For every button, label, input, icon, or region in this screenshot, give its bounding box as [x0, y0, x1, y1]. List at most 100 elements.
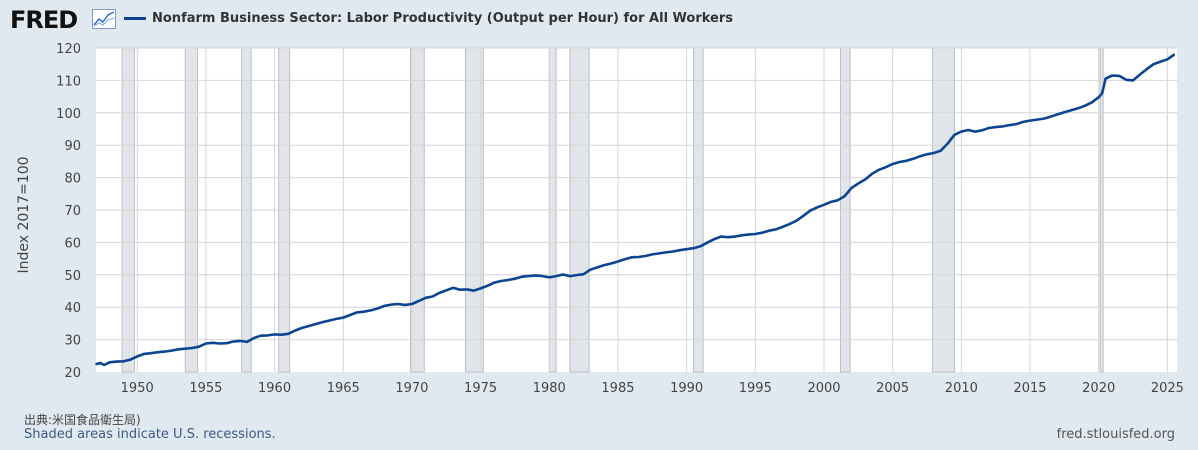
- y-tick-label: 30: [64, 334, 81, 349]
- data-point: [747, 233, 750, 236]
- data-point: [809, 209, 812, 212]
- data-point: [823, 204, 825, 206]
- data-point: [466, 288, 468, 291]
- y-tick-label: 60: [64, 236, 81, 251]
- data-point: [555, 275, 557, 277]
- data-point: [534, 274, 537, 277]
- x-tick-label: 1965: [327, 381, 360, 396]
- x-tick-label: 2010: [945, 381, 978, 396]
- data-point: [624, 258, 626, 261]
- data-point: [713, 238, 715, 240]
- data-point: [850, 187, 853, 189]
- data-point: [349, 314, 351, 316]
- data-point: [150, 352, 152, 355]
- x-tick-label: 2015: [1013, 381, 1046, 396]
- y-tick-label: 50: [64, 269, 81, 284]
- data-point: [1042, 117, 1045, 120]
- data-point: [775, 228, 777, 231]
- data-point: [253, 337, 255, 339]
- data-point: [314, 323, 317, 325]
- data-point: [946, 142, 949, 145]
- data-point: [500, 280, 503, 282]
- data-point: [569, 275, 571, 277]
- data-point: [885, 166, 887, 169]
- data-point: [218, 342, 221, 345]
- data-point: [548, 276, 551, 279]
- data-point: [967, 129, 970, 131]
- data-point: [335, 318, 338, 320]
- data-point: [843, 195, 846, 197]
- data-point: [1132, 79, 1134, 82]
- series-points: [95, 53, 1176, 366]
- data-point: [788, 223, 791, 225]
- data-point: [637, 256, 640, 258]
- x-tick-label: 1955: [189, 381, 222, 396]
- data-point: [205, 342, 207, 345]
- data-point: [596, 266, 599, 269]
- data-point: [795, 219, 798, 222]
- x-tick-label: 1960: [258, 381, 291, 396]
- data-point: [905, 159, 908, 162]
- data-point: [960, 130, 963, 133]
- data-point: [740, 234, 743, 237]
- data-point: [1159, 60, 1162, 63]
- data-point: [603, 264, 606, 266]
- data-point: [479, 287, 482, 290]
- x-tick-label: 1995: [739, 381, 772, 396]
- y-tick-label: 100: [56, 107, 81, 122]
- data-point: [232, 340, 235, 343]
- data-point: [692, 247, 695, 250]
- data-point: [493, 281, 496, 284]
- data-point: [1118, 75, 1121, 77]
- x-axis-ticks: 1950 1955 1960 1965 1970 1975 1980 1985 1990 1995…: [121, 381, 1184, 396]
- data-point: [1029, 119, 1031, 122]
- data-point: [802, 215, 805, 217]
- data-point: [665, 251, 667, 254]
- data-point: [871, 172, 873, 175]
- data-point: [1152, 63, 1155, 65]
- data-point: [575, 274, 578, 276]
- data-point: [1070, 109, 1073, 112]
- data-point: [1139, 73, 1141, 76]
- data-point: [376, 307, 379, 310]
- data-point: [926, 153, 928, 156]
- data-point: [919, 155, 921, 158]
- data-point: [1056, 113, 1059, 116]
- grid-lines: [96, 47, 1177, 372]
- data-point: [644, 255, 647, 257]
- data-point: [768, 229, 770, 232]
- data-point: [582, 273, 585, 275]
- data-point: [720, 235, 722, 238]
- fred-graph-icon: [92, 9, 116, 29]
- data-point: [521, 275, 523, 278]
- data-point: [1104, 77, 1107, 80]
- data-point: [685, 248, 688, 251]
- data-point: [321, 321, 324, 323]
- x-tick-label: 2005: [876, 381, 909, 396]
- data-point: [103, 364, 106, 366]
- data-point: [424, 297, 427, 299]
- data-point: [1145, 68, 1148, 70]
- x-tick-label: 2000: [807, 381, 840, 396]
- data-point: [390, 303, 393, 306]
- data-point: [589, 268, 592, 271]
- data-point: [562, 273, 564, 276]
- data-point: [287, 332, 290, 335]
- data-point: [816, 206, 818, 209]
- data-point: [1036, 118, 1038, 121]
- x-tick-label: 1985: [601, 381, 634, 396]
- data-point: [163, 350, 166, 353]
- data-point: [143, 353, 145, 355]
- fred-url-link[interactable]: fred.stlouisfed.org: [1056, 427, 1175, 442]
- data-point: [651, 253, 654, 256]
- legend-swatch: [124, 17, 146, 20]
- data-point: [417, 300, 420, 302]
- series-line: [95, 53, 1176, 367]
- data-point: [1173, 53, 1176, 56]
- data-point: [129, 358, 132, 361]
- data-point: [727, 236, 729, 239]
- data-point: [678, 249, 681, 251]
- data-point: [1015, 123, 1018, 125]
- data-point: [411, 303, 413, 305]
- data-point: [754, 233, 757, 235]
